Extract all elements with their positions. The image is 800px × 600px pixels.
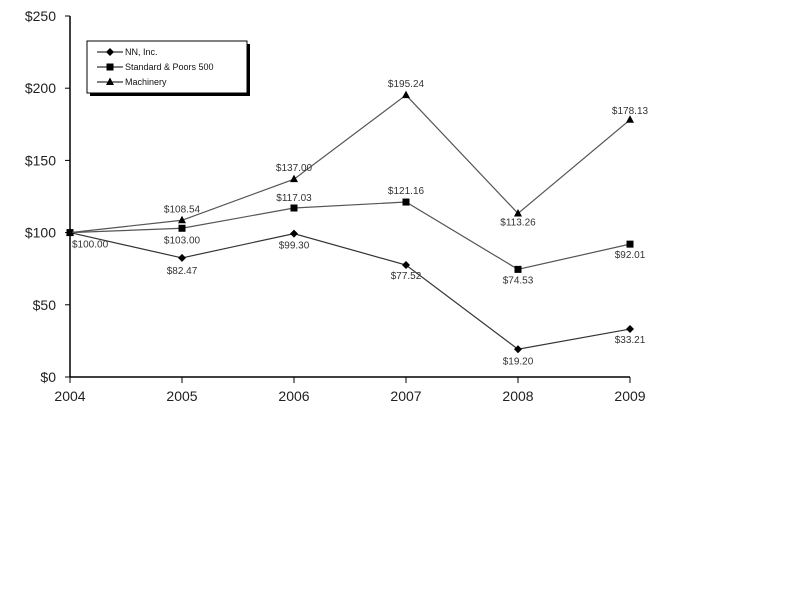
data-label: $103.00: [164, 235, 201, 246]
data-label: $137.00: [276, 163, 313, 174]
data-label: $178.13: [612, 106, 649, 117]
x-tick-label: 2005: [166, 388, 197, 404]
diamond-marker: [514, 345, 522, 354]
x-tick-label: 2008: [502, 388, 533, 404]
axes: $0 $50 $100 $150 $200 $250 2004 2005 2006 2007 200…: [25, 8, 646, 404]
diamond-marker: [106, 48, 114, 56]
diamond-marker: [178, 253, 186, 262]
y-tick-label: $100: [25, 225, 56, 241]
legend-item: Standard & Poors 500: [97, 62, 214, 72]
square-marker: [514, 265, 522, 273]
legend-label: Standard & Poors 500: [125, 62, 214, 72]
data-label: $82.47: [167, 266, 198, 277]
legend-label: Machinery: [125, 77, 167, 87]
x-tick-label: 2009: [614, 388, 645, 404]
triangle-marker: [178, 215, 186, 224]
diamond-marker: [626, 325, 634, 334]
data-label: $117.03: [276, 193, 312, 204]
x-tick-label: 2007: [390, 388, 421, 404]
y-tick-label: $200: [25, 80, 56, 96]
square-marker: [626, 240, 634, 248]
data-label: $19.20: [503, 356, 534, 367]
diamond-marker: [290, 229, 298, 238]
data-labels: $100.00 $82.47 $99.30 $77.52 $19.20 $33.21 $10…: [72, 79, 649, 367]
triangle-marker: [514, 208, 522, 217]
triangle-marker: [290, 174, 298, 183]
data-label: $74.53: [503, 275, 534, 286]
diamond-marker: [402, 261, 410, 270]
data-label: $33.21: [615, 335, 646, 346]
legend-item: NN, Inc.: [97, 47, 158, 57]
y-tick-label: $250: [25, 8, 56, 24]
square-marker: [402, 198, 410, 206]
legend: NN, Inc. Standard & Poors 500 Machinery: [86, 40, 250, 96]
data-label: $99.30: [279, 241, 310, 252]
series-lines: [66, 90, 634, 354]
y-tick-label: $150: [25, 152, 56, 168]
y-tick-label: $50: [33, 297, 57, 313]
x-tick-label: 2004: [54, 388, 85, 404]
triangle-marker: [402, 90, 410, 99]
legend-item: Machinery: [97, 77, 167, 87]
data-label: $195.24: [388, 79, 425, 90]
data-label: $92.01: [615, 250, 646, 261]
square-marker: [106, 63, 114, 71]
series-standard-poors-500: [66, 198, 634, 273]
y-tick-label: $0: [40, 369, 56, 385]
series-machinery: [66, 90, 634, 236]
x-tick-label: 2006: [278, 388, 309, 404]
data-label: $77.52: [391, 271, 422, 282]
triangle-marker: [106, 77, 114, 85]
triangle-marker: [66, 228, 74, 236]
data-label: $100.00: [72, 240, 109, 251]
triangle-marker: [626, 115, 634, 123]
square-marker: [178, 224, 186, 232]
square-marker: [290, 204, 298, 212]
data-label: $113.26: [500, 217, 536, 228]
data-label: $108.54: [164, 204, 201, 215]
data-label: $121.16: [388, 186, 425, 197]
legend-label: NN, Inc.: [125, 47, 158, 57]
series-nn-inc-: [66, 228, 634, 354]
